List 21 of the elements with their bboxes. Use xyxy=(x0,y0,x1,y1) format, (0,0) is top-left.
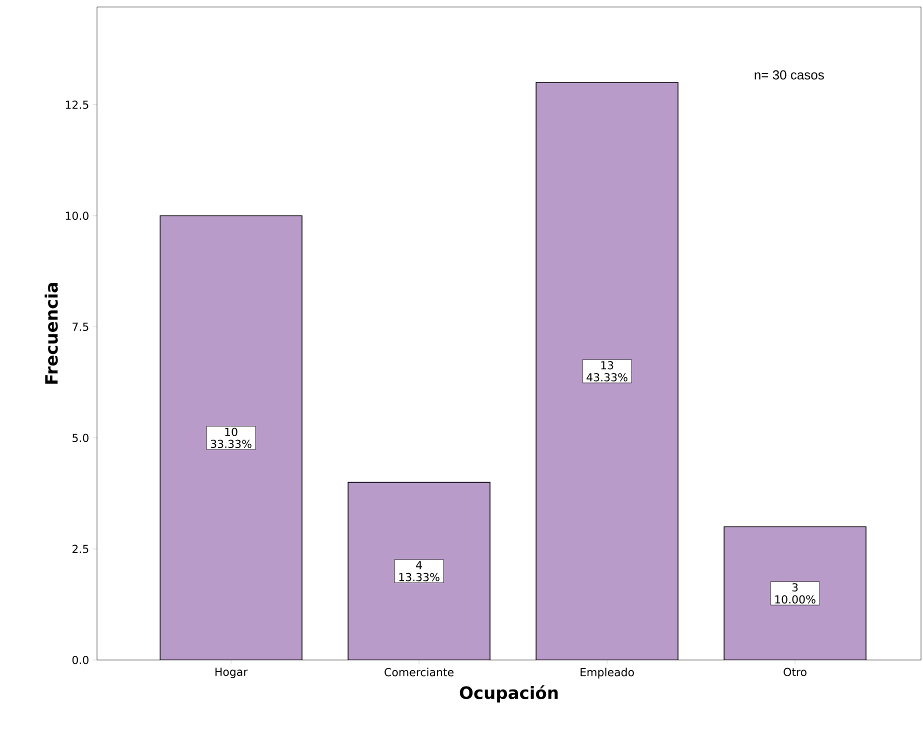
data-label: 4 13.33% xyxy=(399,561,440,582)
y-tick-label: 12.5 xyxy=(66,100,88,109)
data-label: 13 43.33% xyxy=(586,361,628,382)
x-tick-label: Comerciante xyxy=(384,668,454,676)
x-tick-label: Otro xyxy=(784,668,806,676)
bar xyxy=(348,482,490,660)
y-tick-label: 2.5 xyxy=(72,544,88,554)
annotation: n= 30 casos xyxy=(754,70,824,80)
y-axis-title: Frecuencia xyxy=(44,283,58,384)
x-axis-title: Ocupación xyxy=(460,685,558,702)
bar xyxy=(160,215,302,660)
data-label: 3 10.00% xyxy=(775,583,816,604)
bar xyxy=(724,526,866,660)
y-tick-label: 7.5 xyxy=(72,322,88,331)
y-tick-label: 5.0 xyxy=(72,434,88,442)
bar xyxy=(536,82,678,660)
y-tick-label: 0.0 xyxy=(72,656,88,664)
x-tick-label: Empleado xyxy=(580,668,634,678)
y-tick-label: 10.0 xyxy=(66,212,88,220)
x-tick-label: Hogar xyxy=(216,668,248,678)
data-label: 10 33.33% xyxy=(210,428,252,448)
